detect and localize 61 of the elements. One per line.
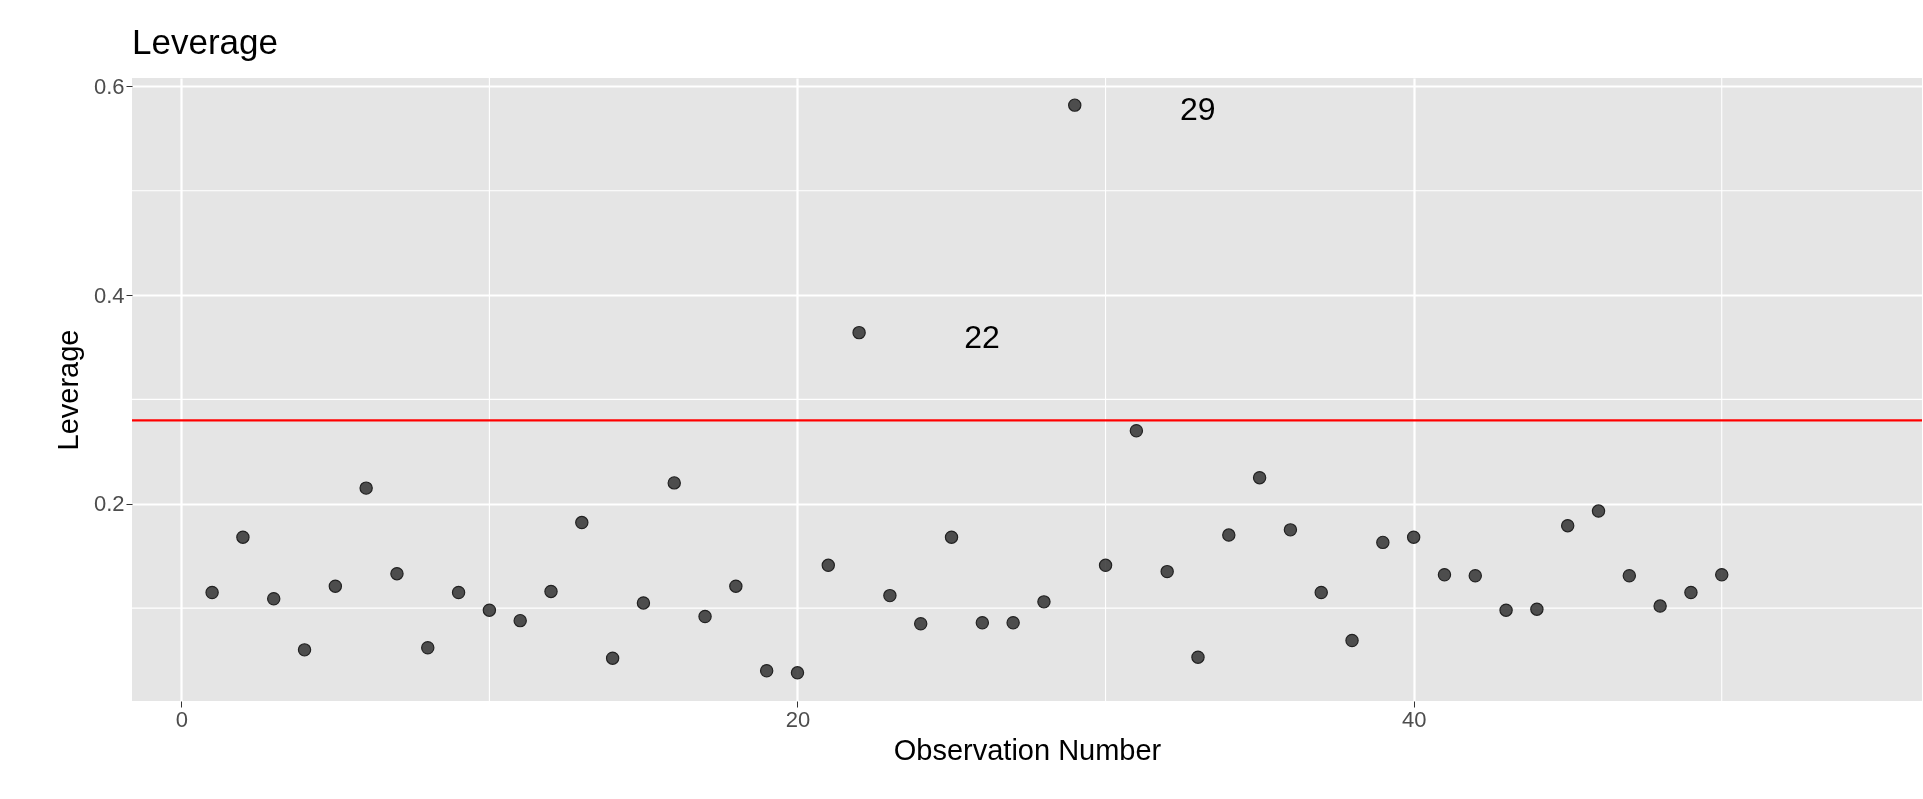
chart-title: Leverage — [132, 22, 278, 62]
point — [1129, 424, 1144, 438]
point — [852, 325, 866, 340]
point — [421, 641, 435, 655]
annotation: 29 — [1179, 91, 1216, 128]
point — [1406, 530, 1421, 544]
point — [1653, 599, 1667, 613]
point — [1068, 98, 1082, 112]
point — [1314, 585, 1328, 600]
point — [1160, 564, 1174, 579]
point — [359, 481, 373, 495]
point — [1006, 616, 1020, 630]
point — [236, 530, 250, 544]
y-tick-label: 0.6 — [93, 73, 125, 99]
x-axis-title: Observation Number — [893, 733, 1162, 766]
point — [1252, 470, 1267, 485]
y-axis-title: Leverage — [51, 329, 84, 451]
point — [1376, 535, 1390, 550]
point — [605, 651, 620, 665]
point — [482, 603, 497, 617]
point — [1499, 603, 1513, 617]
point — [698, 609, 712, 624]
point — [944, 530, 959, 544]
y-tick-label: 0.2 — [93, 491, 125, 517]
point — [1622, 569, 1637, 583]
y-tick-label: 0.4 — [93, 282, 125, 308]
point — [883, 588, 897, 603]
point — [790, 666, 805, 680]
point — [451, 585, 466, 600]
point — [1098, 558, 1113, 573]
point — [1530, 602, 1544, 616]
point — [913, 617, 928, 631]
point — [1468, 569, 1482, 583]
point — [297, 643, 312, 657]
point — [729, 579, 743, 593]
point — [1222, 528, 1236, 542]
annotation: 22 — [964, 318, 1000, 355]
x-tick-label: 0 — [175, 706, 188, 732]
point — [1560, 518, 1575, 533]
point — [975, 616, 990, 630]
point — [544, 584, 558, 599]
point — [267, 592, 281, 606]
point — [1437, 568, 1452, 582]
point — [759, 664, 774, 678]
point — [1345, 633, 1359, 648]
point — [667, 476, 681, 490]
point — [821, 558, 836, 573]
point — [1283, 523, 1298, 537]
point — [328, 579, 343, 593]
point — [513, 613, 527, 628]
point — [205, 585, 219, 600]
point — [636, 596, 651, 610]
point — [1037, 595, 1051, 609]
x-tick-label: 20 — [785, 706, 811, 732]
point — [575, 515, 589, 530]
point — [1684, 585, 1698, 600]
point — [1715, 568, 1729, 582]
point — [390, 566, 404, 581]
point — [1591, 504, 1606, 518]
point — [1191, 650, 1205, 664]
x-tick-label: 40 — [1401, 706, 1427, 732]
